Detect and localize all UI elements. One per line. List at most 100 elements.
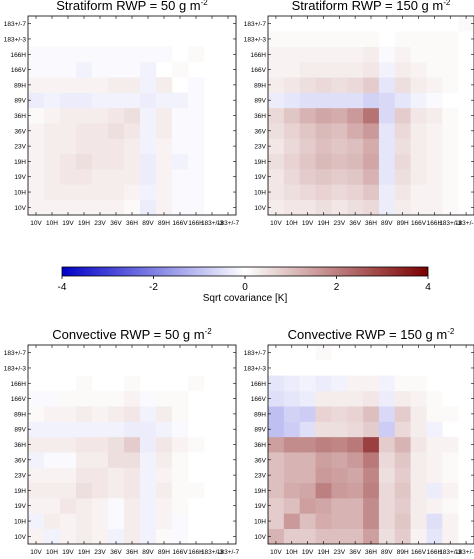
heatmap-cell xyxy=(426,77,443,93)
heatmap-cell xyxy=(108,452,125,468)
x-tick-label: 89H xyxy=(158,549,170,556)
heatmap-cell xyxy=(347,107,364,124)
heatmap-cell xyxy=(108,498,125,514)
heatmap-cell xyxy=(124,513,141,529)
y-tick-label: 183+/-7 xyxy=(244,21,267,28)
x-tick-label: 166H xyxy=(188,549,204,556)
heatmap-cell xyxy=(28,46,45,63)
heatmap-cell xyxy=(442,199,459,216)
y-tick-label: 166V xyxy=(251,396,267,403)
heatmap-cell xyxy=(315,421,332,438)
x-tick-label: 89H xyxy=(397,220,409,227)
heatmap-cell xyxy=(268,184,285,200)
x-tick-label: 166V xyxy=(411,220,427,227)
colorbar-tick-label: -4 xyxy=(58,282,67,293)
y-tick-label: 36H xyxy=(254,113,266,120)
heatmap-cell xyxy=(442,184,459,200)
heatmap-cell xyxy=(363,452,380,468)
x-tick-label: 183+/-7 xyxy=(217,549,240,556)
heatmap-cell xyxy=(315,92,332,109)
heatmap-cell xyxy=(363,513,380,529)
y-tick-label: 183+/-7 xyxy=(244,350,267,357)
heatmap-cell xyxy=(172,138,189,155)
heatmap-cell xyxy=(426,46,443,63)
heatmap-cell xyxy=(60,107,77,124)
panel-title: Convective RWP = 150 g m-2 xyxy=(288,327,455,342)
y-tick-label: 10V xyxy=(254,205,266,212)
heatmap-cell xyxy=(331,31,348,47)
heatmap-cell xyxy=(283,123,300,139)
x-tick-label: 166H xyxy=(427,549,443,556)
heatmap-cell xyxy=(410,375,427,392)
x-tick-label: 89H xyxy=(397,549,409,556)
heatmap-cell xyxy=(60,528,77,545)
heatmap-cell xyxy=(108,184,125,200)
heatmap-cell xyxy=(124,436,141,453)
heatmap-cell xyxy=(315,123,332,139)
heatmap-cell xyxy=(108,513,125,529)
heatmap-cell xyxy=(92,467,109,484)
heatmap-cell xyxy=(76,452,93,468)
heatmap-cell xyxy=(410,436,427,453)
heatmap-cell xyxy=(410,421,427,438)
heatmap-cell xyxy=(60,153,77,170)
heatmap-cell xyxy=(140,528,157,545)
heatmap-cell xyxy=(28,92,45,109)
heatmap-cell xyxy=(60,92,77,109)
heatmap-cell xyxy=(108,421,125,438)
heatmap-cell xyxy=(394,375,411,392)
y-tick-label: 19V xyxy=(254,174,266,181)
heatmap-cell xyxy=(76,482,93,499)
heatmap-cell xyxy=(76,138,93,155)
heatmap-cell xyxy=(92,513,109,529)
heatmap-cell xyxy=(44,92,61,109)
heatmap-cell xyxy=(363,169,380,185)
y-tick-label: 166H xyxy=(250,52,266,59)
heatmap-cell xyxy=(410,107,427,124)
heatmap-cell xyxy=(172,482,189,499)
heatmap-cell xyxy=(140,467,157,484)
heatmap-cell xyxy=(108,528,125,545)
heatmap-cell xyxy=(394,498,411,514)
heatmap-cell xyxy=(426,169,443,185)
heatmap-cell xyxy=(315,452,332,468)
y-tick-label: 36H xyxy=(14,442,26,449)
heatmap-cell xyxy=(156,184,173,200)
heatmap-cell xyxy=(394,107,411,124)
heatmap-cell xyxy=(60,467,77,484)
heatmap-cell xyxy=(44,77,61,93)
heatmap-panel: Convective RWP = 50 g m-2 10V 10H 19V 19H 23V… xyxy=(4,327,240,556)
x-tick-label: 183+/-7 xyxy=(217,220,240,227)
heatmap-cell xyxy=(92,107,109,124)
x-tick-label: 23V xyxy=(334,549,346,556)
heatmap-cell xyxy=(124,482,141,499)
heatmap-cell xyxy=(378,184,396,200)
y-tick-label: 10V xyxy=(14,205,26,212)
heatmap-cell xyxy=(378,77,396,93)
heatmap-cell xyxy=(442,406,459,422)
heatmap-cell xyxy=(268,123,285,139)
y-tick-label: 23V xyxy=(14,473,26,480)
heatmap-cell xyxy=(283,513,300,529)
x-tick-label: 19V xyxy=(302,220,314,227)
heatmap-cell xyxy=(156,169,173,185)
heatmap-cell xyxy=(140,123,157,139)
heatmap-cell xyxy=(315,184,332,200)
heatmap-cell xyxy=(28,61,45,78)
panel-title-superscript: -2 xyxy=(443,0,451,7)
heatmap-cell xyxy=(108,123,125,139)
heatmap-cell xyxy=(283,31,300,47)
heatmap-cell xyxy=(410,184,427,200)
heatmap-cell xyxy=(363,375,380,392)
y-tick-label: 89H xyxy=(14,82,26,89)
heatmap-cell xyxy=(28,199,45,216)
heatmap-cell xyxy=(60,406,77,422)
colorbar-tick-label: 4 xyxy=(425,282,431,293)
heatmap-cell xyxy=(378,169,396,185)
panel-title: Stratiform RWP = 50 g m-2 xyxy=(56,0,208,13)
heatmap-cell xyxy=(378,199,396,216)
y-tick-label: 183+/-3 xyxy=(4,365,27,372)
heatmap-cell xyxy=(410,92,427,109)
heatmap-cell xyxy=(44,421,61,438)
